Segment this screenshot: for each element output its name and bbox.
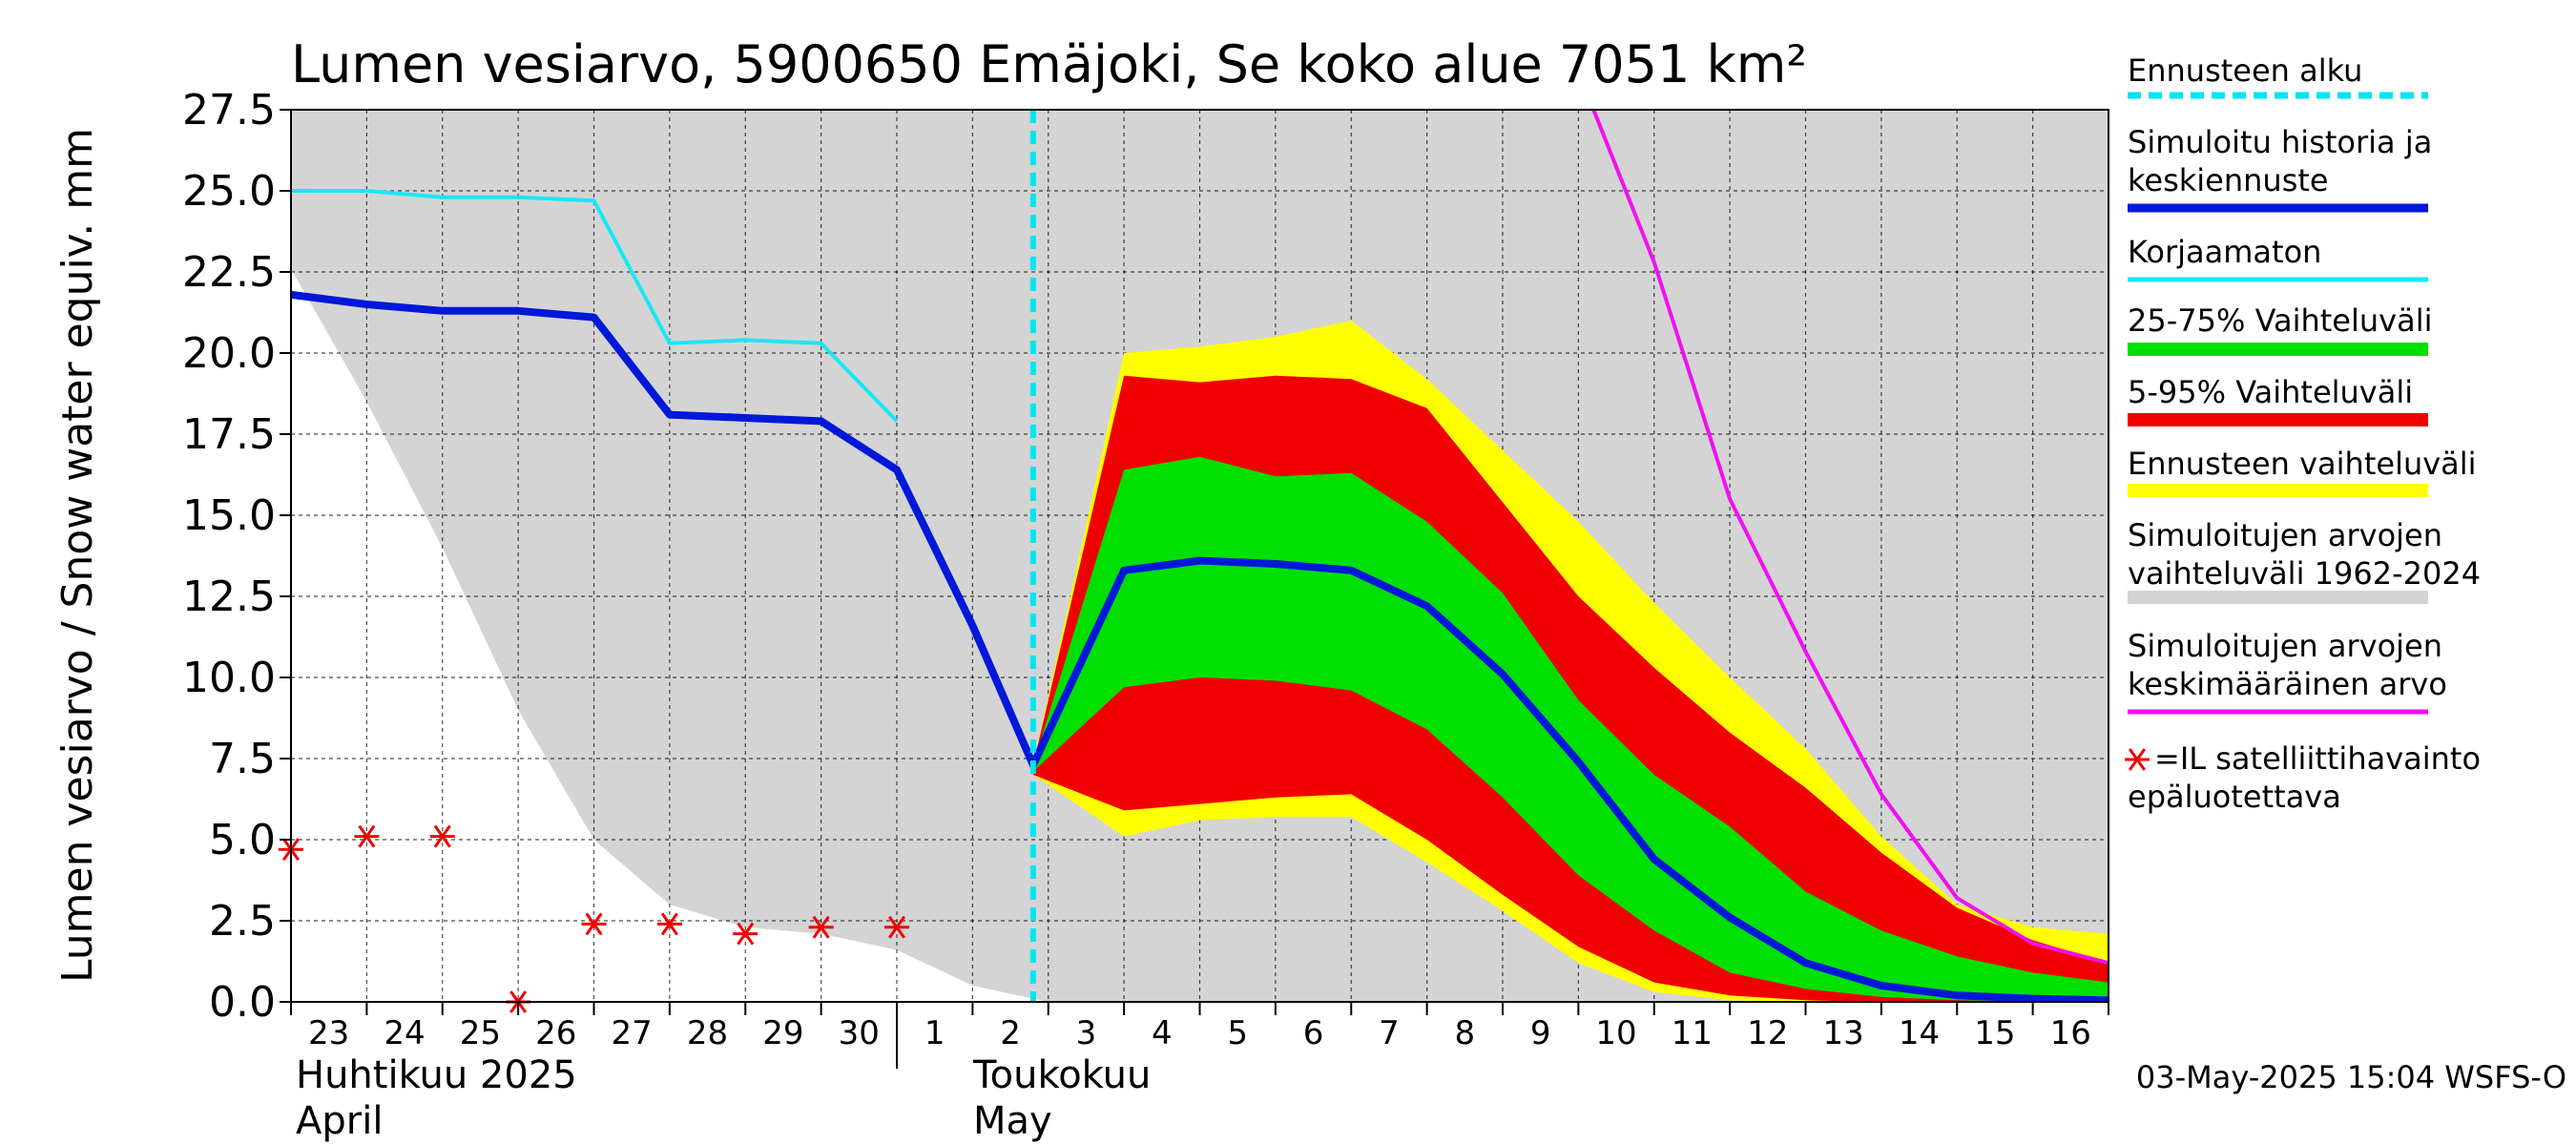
y-tick-label: 5.0 (209, 816, 276, 864)
legend-label-line: vaihteluväli 1962-2024 (2128, 555, 2481, 592)
band-25-75 (1032, 456, 2109, 1002)
y-tick-label: 17.5 (182, 410, 276, 459)
legend-label-line: Simuloitujen arvojen (2128, 628, 2442, 664)
satellite-stroke (433, 824, 451, 848)
month-label-may-fi: Toukokuu (972, 1053, 1151, 1097)
y-tick-label: 2.5 (209, 897, 276, 946)
x-tick-label: 27 (612, 1014, 653, 1052)
x-tick-label: 8 (1454, 1014, 1475, 1052)
simulated-line (291, 290, 2109, 1002)
x-tick-label: 5 (1227, 1014, 1248, 1052)
x-tick-label: 3 (1076, 1014, 1097, 1052)
satellite-marker (733, 922, 758, 946)
legend-satellite-marker (2125, 748, 2150, 771)
plot-clip-group (291, 110, 2109, 1002)
satellite-marker (884, 915, 909, 939)
y-tick-label: 10.0 (182, 654, 276, 702)
satellite-stroke (660, 912, 678, 936)
satellite-marker (429, 824, 455, 848)
historical-mean-line (1591, 110, 2109, 966)
legend-label: 5-95% Vaihteluväli (2128, 374, 2413, 410)
satellite-marker (581, 912, 607, 936)
y-tick-label: 20.0 (182, 329, 276, 378)
legend-label-line: Simuloitujen arvojen (2128, 517, 2442, 553)
y-tick-label: 22.5 (182, 248, 276, 297)
legend-label-line: Simuloitu historia ja (2128, 124, 2432, 160)
x-tick-label: 12 (1747, 1014, 1788, 1052)
y-tick-label: 12.5 (182, 572, 276, 621)
x-tick-label: 2 (1000, 1014, 1021, 1052)
satellite-marker (808, 915, 834, 939)
x-tick-label: 4 (1152, 1014, 1173, 1052)
footer-timestamp: 03-May-2025 15:04 WSFS-O (2136, 1059, 2566, 1095)
x-tick-label: 23 (308, 1014, 349, 1052)
x-tick-label: 26 (535, 1014, 576, 1052)
x-tick-label: 9 (1530, 1014, 1551, 1052)
y-tick-label: 27.5 (182, 86, 276, 135)
x-tick-label: 11 (1672, 1014, 1713, 1052)
satellite-stroke (887, 915, 906, 939)
x-tick-label: 15 (1974, 1014, 2015, 1052)
x-tick-label: 14 (1899, 1014, 1940, 1052)
month-label-may-en: May (973, 1099, 1052, 1143)
month-label-april-fi: Huhtikuu 2025 (296, 1053, 577, 1097)
x-tick-label: 1 (924, 1014, 945, 1052)
legend-label-line: =IL satelliittihavainto (2154, 740, 2481, 777)
uncorrected-line (291, 189, 899, 423)
legend-label: Simuloitujen arvojen vaihteluväli 1962-20… (2128, 517, 2481, 592)
x-tick-label: 30 (839, 1014, 880, 1052)
satellite-stroke (585, 912, 603, 936)
satellite-stroke (358, 824, 376, 848)
y-tick-label: 15.0 (182, 491, 276, 540)
legend-label: Korjaamaton (2128, 234, 2321, 270)
x-tick-label: 24 (384, 1014, 425, 1052)
plot-area (279, 110, 2109, 1013)
x-tick-label: 7 (1379, 1014, 1400, 1052)
y-tick-label: 7.5 (209, 735, 276, 783)
legend-label-line: keskiennuste (2128, 162, 2329, 198)
axes: 0.0 2.5 5.0 7.5 10.0 12.5 15.0 17.5 20.0 22.5 25.0… (182, 86, 2109, 1143)
legend-label-line: epäluotettava (2128, 779, 2341, 815)
legend-label: Simuloitujen arvojen keskimääräinen arvo (2128, 628, 2447, 702)
satellite-stroke (2128, 748, 2147, 771)
y-axis-label: Lumen vesiarvo / Snow water equiv. mm (53, 128, 102, 983)
legend-label-line: keskimääräinen arvo (2128, 666, 2447, 702)
x-tick-label: 28 (687, 1014, 728, 1052)
legend-label: 25-75% Vaihteluväli (2128, 302, 2432, 339)
y-tick-label: 0.0 (209, 978, 276, 1027)
x-tick-label: 16 (2050, 1014, 2091, 1052)
legend-label: Ennusteen vaihteluväli (2128, 446, 2477, 482)
legend-label: =IL satelliittihavainto epäluotettava (2128, 740, 2481, 815)
satellite-stroke (812, 915, 830, 939)
x-tick-label: 10 (1595, 1014, 1636, 1052)
legend-label: Simuloitu historia ja keskiennuste (2128, 124, 2432, 198)
x-tick-label: 25 (460, 1014, 501, 1052)
x-tick-label: 13 (1823, 1014, 1864, 1052)
satellite-marker (656, 912, 682, 936)
x-tick-label: 6 (1303, 1014, 1324, 1052)
legend-label: Ennusteen alku (2128, 52, 2362, 89)
satellite-marker (354, 824, 380, 848)
satellite-stroke (737, 922, 755, 946)
month-label-april-en: April (296, 1099, 383, 1143)
x-tick-label: 29 (762, 1014, 803, 1052)
chart-title: Lumen vesiarvo, 5900650 Emäjoki, Se koko… (291, 34, 1807, 94)
y-tick-label: 25.0 (182, 167, 276, 216)
